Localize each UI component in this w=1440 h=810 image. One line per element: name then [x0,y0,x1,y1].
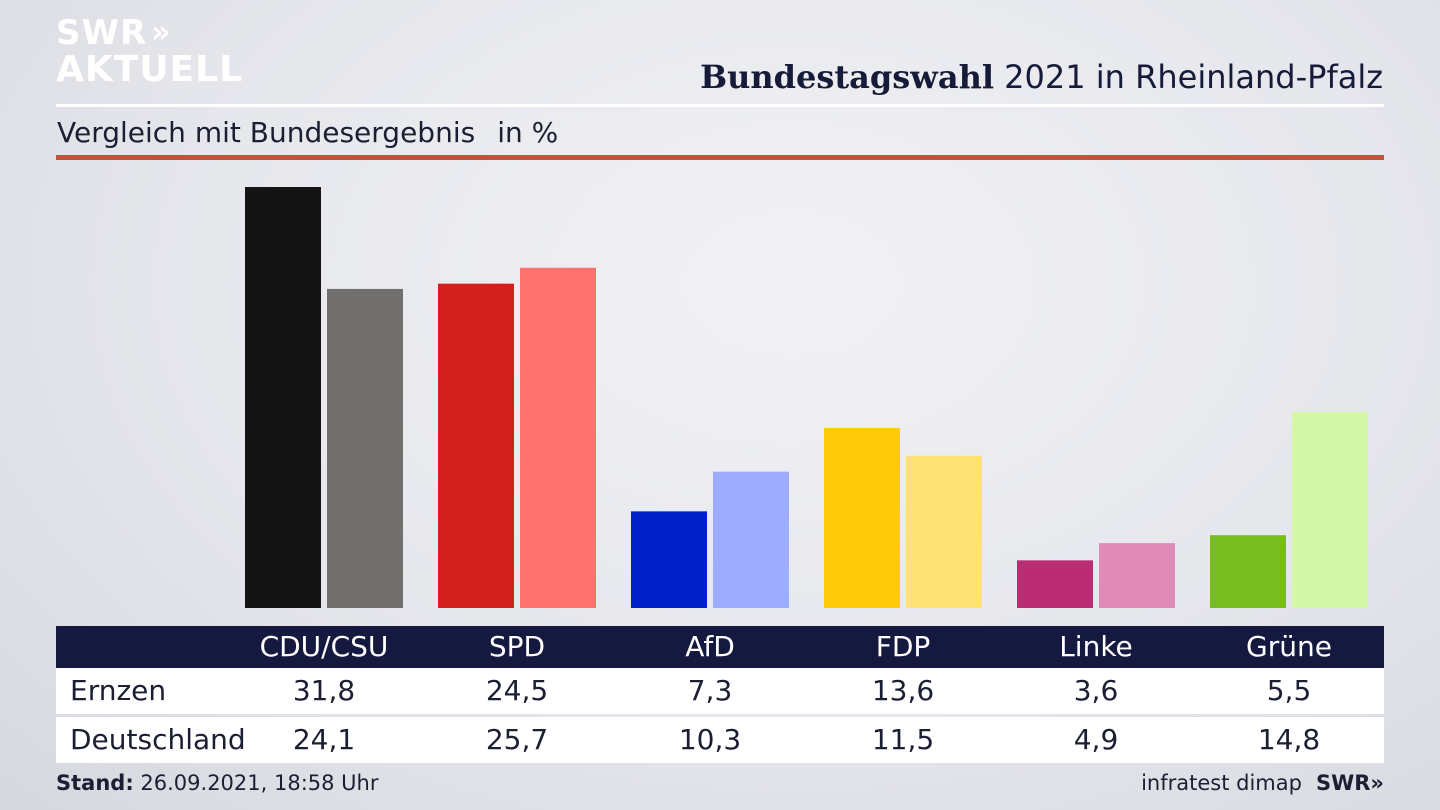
swr-aktuell-logo: SWR» AKTUELL [56,16,243,88]
logo-swr: SWR [56,13,148,53]
table-cell: 5,5 [1266,674,1312,707]
footer-swr-logo: SWR» [1315,771,1384,795]
bar-cducsu-deutschland [327,288,403,608]
timestamp: Stand: 26.09.2021, 18:58 Uhr [56,771,379,795]
row-label: Ernzen [70,674,167,707]
stand-label: Stand: [56,771,134,795]
bar-cducsu-ernzen [245,187,321,608]
bar-grüne-ernzen [1210,535,1286,608]
column-header: CDU/CSU [259,630,389,663]
bar-fdp-ernzen [824,427,900,608]
table-cell: 3,6 [1073,674,1119,707]
table-header: CDU/CSU SPD AfD FDP Linke Grüne [56,626,1384,668]
stand-value: 26.09.2021, 18:58 Uhr [133,771,379,795]
bar-spd-deutschland [520,267,596,608]
bar-grüne-deutschland [1292,412,1368,608]
bar-fdp-deutschland [906,455,982,608]
bar-afd-ernzen [631,511,707,608]
bar-linke-ernzen [1017,560,1093,608]
table-row-deutschland: Deutschland 24,1 25,7 10,3 11,5 4,9 14,8 [56,717,1384,763]
table-cell: 24,5 [485,674,549,707]
bar-chart [245,187,1368,608]
page-title: Bundestagswahl 2021 in Rheinland-Pfalz [700,58,1383,96]
table-cell: 10,3 [678,723,742,756]
subtitle-unit: in % [497,116,559,149]
column-header: SPD [488,630,546,663]
subtitle-text: Vergleich mit Bundesergebnis [57,116,476,149]
column-header: AfD [685,630,735,663]
title-rest: 2021 in Rheinland-Pfalz [994,58,1383,96]
table-cell: 7,3 [687,674,733,707]
header-divider [56,104,1384,107]
source-credit: infratest dimap SWR» [1141,771,1384,795]
source-name: infratest dimap [1141,771,1302,795]
table-cell: 24,1 [292,723,356,756]
bar-spd-ernzen [438,283,514,608]
bar-afd-deutschland [713,471,789,608]
row-label: Deutschland [70,723,246,756]
table-cell: 31,8 [292,674,356,707]
subtitle: Vergleich mit Bundesergebnis in % [57,116,558,149]
logo-aktuell: AKTUELL [56,49,244,90]
accent-divider [56,155,1384,160]
results-table: CDU/CSU SPD AfD FDP Linke Grüne Ernzen 31,8 24… [56,626,1384,763]
table-cell: 14,8 [1257,723,1321,756]
table-cell: 4,9 [1073,723,1119,756]
table-row-ernzen: Ernzen 31,8 24,5 7,3 13,6 3,6 5,5 [56,668,1384,714]
column-header: Grüne [1246,630,1332,663]
column-header: FDP [875,630,931,663]
table-cell: 25,7 [485,723,549,756]
table-cell: 13,6 [871,674,935,707]
table-cell: 11,5 [871,723,935,756]
bar-linke-deutschland [1099,543,1175,608]
title-bold: Bundestagswahl [700,58,994,96]
column-header: Linke [1059,630,1133,663]
